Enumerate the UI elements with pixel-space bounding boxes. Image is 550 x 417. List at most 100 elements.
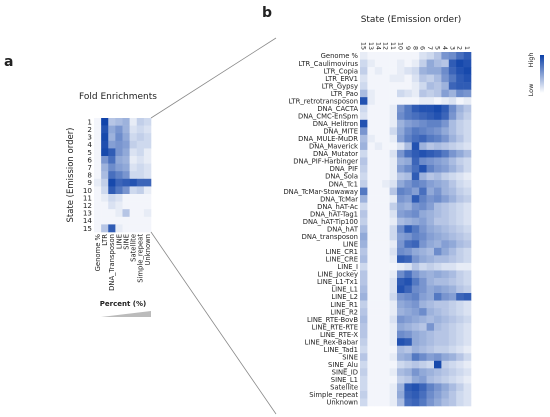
state-cell-r30-c4 (382, 270, 390, 279)
state-cell-r27-c4 (382, 247, 390, 256)
state-cell-r32-c3 (374, 285, 383, 294)
state-cell-r2-c12 (441, 59, 450, 68)
state-cell-r33-c10 (426, 293, 435, 301)
fold-cell-r9-c8 (143, 178, 152, 187)
state-column-label-3: 3 (448, 46, 455, 50)
state-cell-r43-c13 (448, 368, 457, 377)
state-cell-r18-c15 (463, 180, 472, 188)
state-cell-r13-c12 (441, 142, 450, 151)
fold-cell-r13-c2 (101, 209, 109, 218)
state-cell-r12-c15 (463, 134, 472, 143)
state-emission-row-labels: Genome %LTR_CaulimovirusLTR_CopiaLTR_ERV… (283, 52, 358, 406)
state-cell-r9-c11 (434, 112, 442, 121)
state-cell-r14-c6 (397, 149, 405, 158)
state-cell-r1-c8 (411, 52, 420, 60)
state-cell-r37-c13 (448, 323, 457, 331)
state-cell-r42-c5 (389, 360, 398, 369)
state-cell-r20-c12 (441, 195, 450, 203)
fold-cell-r15-c3 (108, 224, 116, 233)
state-cell-r40-c4 (382, 345, 390, 354)
state-cell-r28-c12 (441, 255, 450, 264)
state-cell-r29-c13 (448, 262, 457, 271)
state-cell-r33-c12 (441, 293, 450, 301)
state-cell-r10-c14 (456, 119, 464, 128)
state-cell-r15-c5 (389, 157, 398, 166)
state-cell-r37-c15 (463, 323, 472, 331)
state-cell-r17-c11 (434, 172, 442, 181)
state-cell-r34-c3 (374, 300, 383, 309)
state-cell-r33-c3 (374, 293, 383, 301)
fold-row-label-5: 5 (87, 148, 92, 157)
state-cell-r8-c2 (367, 104, 376, 113)
state-cell-r4-c10 (426, 74, 435, 83)
state-cell-r17-c1 (360, 172, 368, 181)
state-cell-r28-c5 (389, 255, 398, 264)
fold-cell-r10-c4 (115, 186, 123, 195)
state-cell-r34-c13 (448, 300, 457, 309)
state-cell-r13-c4 (382, 142, 390, 151)
fold-enrichment-column-labels: Genome % LTR DNA_Transposon LINE SINE Satelli… (94, 233, 152, 290)
fold-cell-r9-c5 (122, 178, 130, 187)
fold-row-label-7: 7 (87, 163, 92, 172)
state-cell-r8-c5 (389, 104, 398, 113)
state-cell-r38-c15 (463, 330, 472, 339)
fold-cell-r11-c8 (143, 194, 152, 202)
state-row-label-dna-transposon: DNA_transposon (302, 233, 358, 241)
state-cell-r38-c2 (367, 330, 376, 339)
state-cell-r16-c7 (404, 164, 413, 173)
state-cell-r31-c14 (456, 277, 464, 286)
state-cell-r43-c5 (389, 368, 398, 377)
state-cell-r1-c1 (360, 52, 368, 60)
state-cell-r35-c2 (367, 308, 376, 316)
state-cell-r17-c5 (389, 172, 398, 181)
fold-cell-r7-c6 (129, 163, 138, 172)
state-cell-r25-c4 (382, 232, 390, 241)
state-cell-r38-c5 (389, 330, 398, 339)
state-cell-r29-c4 (382, 262, 390, 271)
state-cell-r21-c15 (463, 202, 472, 211)
state-cell-r8-c10 (426, 104, 435, 113)
state-column-label-10: 10 (397, 42, 404, 50)
fold-cell-r12-c7 (136, 201, 145, 210)
state-cell-r47-c1 (360, 398, 368, 407)
state-cell-r43-c7 (404, 368, 413, 377)
state-cell-r16-c10 (426, 164, 435, 173)
state-column-label-14: 14 (374, 42, 381, 50)
state-row-label-ltr-pao: LTR_Pao (331, 90, 358, 98)
state-cell-r1-c6 (397, 52, 405, 60)
state-cell-r31-c2 (367, 277, 376, 286)
state-cell-r8-c14 (456, 104, 464, 113)
state-cell-r35-c13 (448, 308, 457, 316)
state-cell-r24-c14 (456, 225, 464, 234)
state-cell-r19-c11 (434, 187, 442, 196)
state-cell-r25-c9 (419, 232, 427, 241)
fold-cell-r11-c5 (122, 194, 130, 202)
state-cell-r41-c11 (434, 353, 442, 362)
fold-cell-r8-c8 (143, 171, 152, 180)
state-cell-r40-c2 (367, 345, 376, 354)
state-cell-r30-c3 (374, 270, 383, 279)
state-cell-r25-c14 (456, 232, 464, 241)
fold-column-label-simple-repeat: Simple_repeat (137, 234, 145, 283)
state-cell-r45-c11 (434, 383, 442, 392)
state-cell-r26-c13 (448, 240, 457, 249)
state-cell-r41-c9 (419, 353, 427, 362)
state-row-label-line-rte-x: LINE_RTE-X (320, 331, 358, 339)
state-cell-r13-c9 (419, 142, 427, 151)
state-cell-r4-c14 (456, 74, 464, 83)
state-cell-r37-c10 (426, 323, 435, 331)
state-cell-r1-c10 (426, 52, 435, 60)
state-cell-r45-c9 (419, 383, 427, 392)
fold-cell-r1-c6 (129, 118, 138, 126)
state-row-label-dna-sola: DNA_Sola (325, 173, 358, 181)
state-cell-r9-c12 (441, 112, 450, 121)
state-cell-r19-c12 (441, 187, 450, 196)
state-cell-r15-c12 (441, 157, 450, 166)
state-cell-r40-c15 (463, 345, 472, 354)
state-cell-r4-c2 (367, 74, 376, 83)
state-cell-r41-c1 (360, 353, 368, 362)
state-cell-r8-c13 (448, 104, 457, 113)
state-cell-r39-c5 (389, 338, 398, 347)
state-cell-r8-c12 (441, 104, 450, 113)
state-row-label-dna-tcmar-stowaway: DNA_TcMar-Stowaway (283, 188, 358, 196)
